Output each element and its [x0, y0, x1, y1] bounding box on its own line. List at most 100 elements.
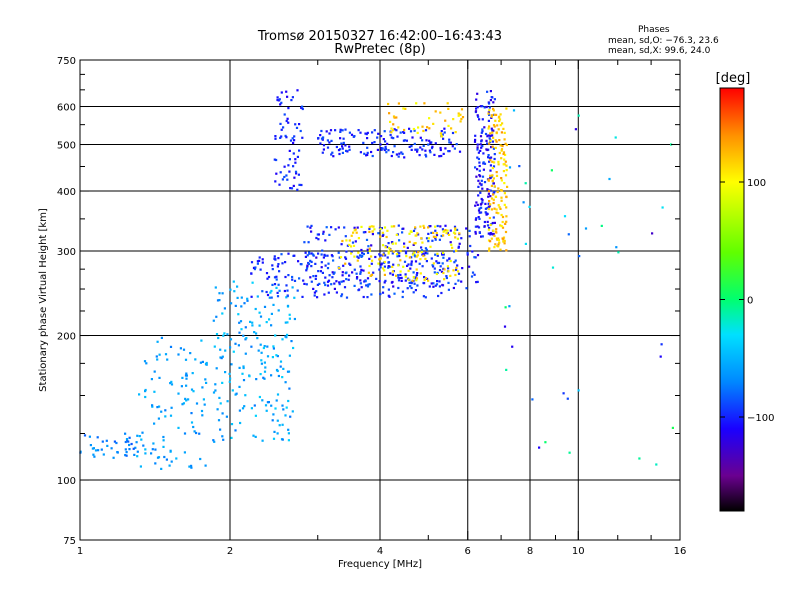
data-point — [447, 267, 450, 270]
data-point — [386, 256, 389, 259]
data-point — [339, 128, 342, 131]
data-point — [500, 177, 503, 180]
data-point — [350, 250, 353, 253]
data-point — [144, 388, 147, 392]
data-point — [394, 242, 397, 245]
data-point — [475, 175, 478, 178]
data-point — [473, 273, 476, 276]
data-point — [326, 146, 330, 149]
data-point — [352, 244, 356, 247]
y-tick-label: 75 — [63, 536, 76, 547]
data-point — [223, 307, 226, 310]
data-point — [505, 249, 508, 252]
data-point — [505, 107, 508, 110]
data-point — [390, 154, 393, 158]
data-point — [232, 280, 235, 283]
data-point — [195, 431, 198, 435]
data-point — [285, 90, 288, 93]
data-point — [408, 281, 411, 284]
colorbar-ticks: 100 0 −100 — [720, 178, 774, 424]
data-point — [474, 138, 477, 141]
data-point — [439, 146, 442, 150]
chart-title: Tromsø 20150327 16:42:00–16:43:43 — [257, 29, 502, 44]
data-point — [441, 262, 444, 265]
data-point — [387, 265, 390, 268]
data-point — [489, 164, 492, 167]
data-point — [402, 227, 405, 230]
data-point — [393, 128, 396, 131]
data-point — [156, 340, 159, 343]
data-point — [242, 365, 245, 368]
data-point — [499, 207, 502, 210]
data-point — [387, 288, 390, 291]
data-point — [502, 151, 506, 154]
data-point — [241, 407, 245, 410]
data-point — [335, 291, 338, 294]
data-point — [503, 192, 506, 195]
data-point — [266, 401, 269, 404]
data-point — [166, 358, 169, 361]
data-point — [177, 426, 180, 429]
data-point — [326, 284, 330, 287]
data-point — [477, 194, 480, 197]
data-point — [493, 191, 496, 194]
x-tick-label: 16 — [674, 546, 687, 557]
data-point — [381, 147, 384, 150]
data-point — [446, 265, 449, 268]
data-point — [287, 432, 290, 435]
data-point — [420, 249, 424, 252]
data-point — [277, 374, 280, 378]
data-point — [320, 253, 323, 256]
data-point — [201, 360, 204, 363]
data-point — [359, 272, 362, 275]
data-point — [397, 224, 400, 227]
data-point — [454, 236, 457, 239]
data-point — [502, 240, 505, 243]
data-point — [484, 211, 487, 214]
data-point — [326, 267, 330, 270]
data-point — [96, 436, 99, 439]
data-point — [382, 267, 385, 270]
data-point — [455, 266, 458, 269]
data-point — [324, 276, 327, 279]
data-point — [498, 206, 501, 209]
data-point — [195, 402, 199, 405]
data-point — [473, 140, 477, 143]
data-point — [494, 146, 497, 149]
data-point — [500, 149, 503, 152]
data-point — [150, 452, 153, 455]
data-point — [259, 268, 262, 271]
data-point — [489, 240, 492, 243]
data-point — [550, 169, 553, 172]
data-point — [431, 239, 434, 242]
data-point — [337, 149, 341, 152]
data-point — [495, 237, 498, 240]
data-point — [322, 144, 326, 147]
data-point — [124, 454, 127, 457]
data-point — [489, 90, 492, 93]
data-point — [250, 261, 254, 264]
data-point — [392, 263, 395, 266]
data-point — [223, 332, 226, 335]
data-point — [497, 239, 500, 242]
data-point — [480, 146, 483, 149]
data-point — [415, 279, 418, 282]
data-point — [480, 179, 483, 182]
data-point — [390, 241, 394, 244]
data-point — [291, 278, 294, 281]
data-point — [203, 403, 206, 406]
data-point — [476, 114, 479, 117]
data-point — [487, 119, 490, 122]
data-point — [454, 259, 457, 262]
data-point — [333, 271, 336, 274]
data-point — [305, 267, 309, 270]
data-point — [384, 279, 387, 282]
data-point — [499, 124, 502, 127]
data-point — [409, 285, 412, 288]
data-point — [242, 334, 245, 337]
data-point — [390, 131, 393, 134]
data-point — [288, 170, 291, 173]
data-point — [252, 266, 256, 269]
data-point — [443, 278, 446, 281]
data-point — [490, 184, 493, 187]
